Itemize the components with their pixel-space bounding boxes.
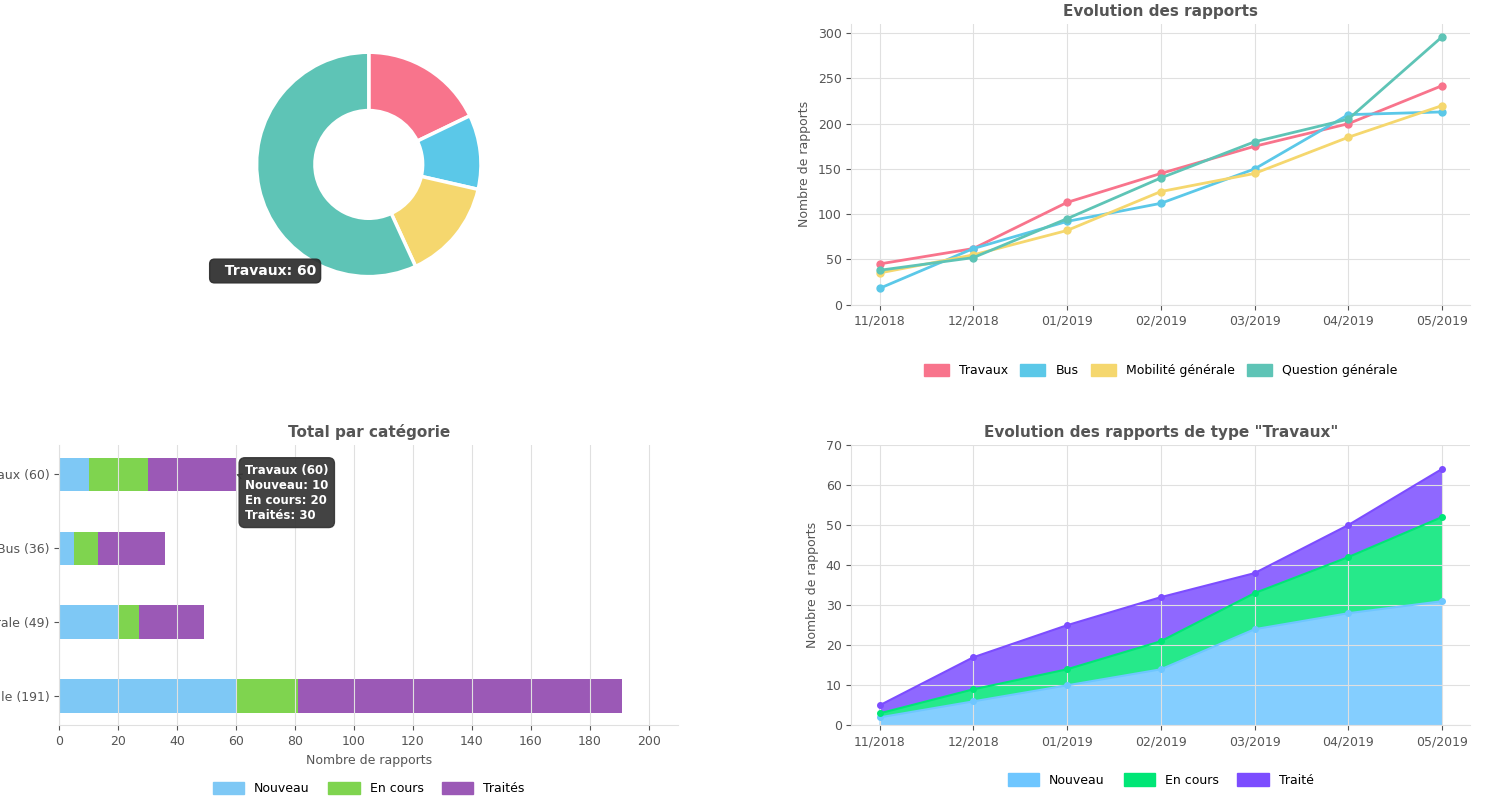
Question générale xyxy=(1246,137,1264,147)
Mobilité générale xyxy=(1433,101,1451,110)
Travaux xyxy=(1246,142,1264,152)
Bus xyxy=(1059,217,1077,226)
Question générale xyxy=(1059,214,1077,223)
Bus xyxy=(964,243,982,253)
Question générale xyxy=(870,265,888,275)
Bus xyxy=(1246,164,1264,174)
Mobilité générale xyxy=(1339,132,1357,142)
Mobilité générale xyxy=(870,268,888,278)
Mobilité générale xyxy=(1246,168,1264,178)
X-axis label: Nombre de rapports: Nombre de rapports xyxy=(306,754,432,767)
Text: Travaux (60)
Nouveau: 10
En cours: 20
Traités: 30: Travaux (60) Nouveau: 10 En cours: 20 Tr… xyxy=(238,463,328,521)
Title: Evolution des rapports: Evolution des rapports xyxy=(1063,4,1258,19)
Bar xyxy=(59,458,89,491)
Bus xyxy=(1339,110,1357,119)
Bar xyxy=(74,532,98,565)
Travaux xyxy=(1152,168,1170,178)
Title: Evolution des rapports de type "Travaux": Evolution des rapports de type "Travaux" xyxy=(983,425,1338,439)
Bar xyxy=(59,605,119,638)
Y-axis label: Nombre de rapports: Nombre de rapports xyxy=(806,522,818,648)
Line: Mobilité générale: Mobilité générale xyxy=(876,102,1445,276)
Wedge shape xyxy=(368,52,469,141)
Question générale xyxy=(964,253,982,263)
Legend: Travaux, Bus, Mobilité générale, Question générale: Travaux, Bus, Mobilité générale, Questio… xyxy=(919,359,1403,382)
Bar xyxy=(59,532,74,565)
Line: Bus: Bus xyxy=(876,109,1445,292)
Mobilité générale xyxy=(1059,226,1077,235)
Travaux xyxy=(1059,197,1077,207)
Wedge shape xyxy=(417,116,481,189)
Bar xyxy=(298,679,622,713)
Line: Travaux: Travaux xyxy=(876,82,1445,268)
Bar xyxy=(140,605,203,638)
Question générale xyxy=(1339,114,1357,124)
Question générale xyxy=(1433,32,1451,42)
Legend: Nouveau, En cours, Traités: Nouveau, En cours, Traités xyxy=(208,776,530,800)
FancyBboxPatch shape xyxy=(211,265,223,278)
Bus xyxy=(870,284,888,293)
Title: Total par catégorie: Total par catégorie xyxy=(288,424,450,439)
Y-axis label: Nombre de rapports: Nombre de rapports xyxy=(797,102,811,227)
Mobilité générale xyxy=(964,250,982,260)
Travaux xyxy=(1339,118,1357,128)
Text: Travaux: 60: Travaux: 60 xyxy=(214,264,316,278)
Bar xyxy=(119,605,140,638)
Bar xyxy=(148,458,236,491)
Mobilité générale xyxy=(1152,187,1170,197)
Bus xyxy=(1433,107,1451,117)
Bar xyxy=(89,458,148,491)
Travaux xyxy=(1433,81,1451,90)
Legend: Nouveau, En cours, Traité: Nouveau, En cours, Traité xyxy=(1002,768,1319,791)
Bar xyxy=(59,679,236,713)
Bar xyxy=(98,532,165,565)
Wedge shape xyxy=(391,177,478,267)
Question générale xyxy=(1152,173,1170,183)
Bus xyxy=(1152,198,1170,208)
Line: Question générale: Question générale xyxy=(876,33,1445,274)
Wedge shape xyxy=(257,52,416,276)
Travaux xyxy=(964,243,982,253)
Bar xyxy=(236,679,298,713)
Travaux xyxy=(870,259,888,268)
